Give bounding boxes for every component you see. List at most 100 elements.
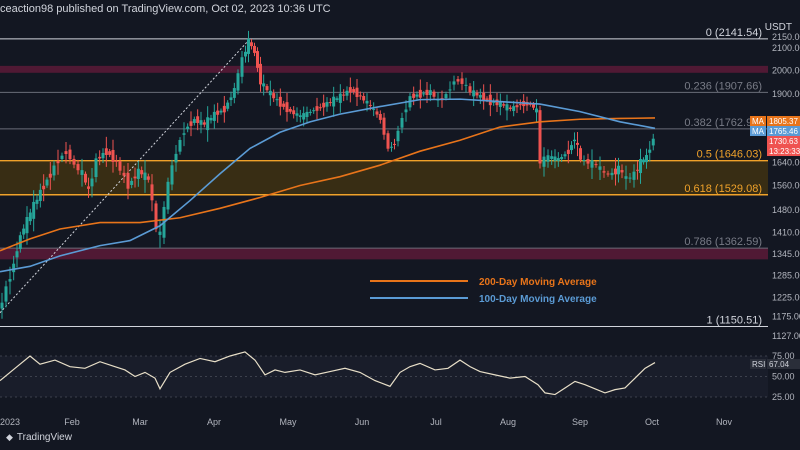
candle-body	[372, 108, 376, 110]
candle-body	[390, 146, 393, 148]
candle-body	[332, 96, 336, 107]
rsi-tag-bg	[750, 359, 766, 369]
legend-label: 200-Day Moving Average	[479, 277, 597, 288]
candle-body	[639, 159, 642, 174]
candle-body	[338, 93, 342, 103]
fib-label-0: 0 (2141.54)	[706, 27, 762, 39]
candle-body	[48, 173, 52, 178]
candle-body	[404, 109, 408, 113]
y-tick-label: 1175.00	[772, 312, 800, 322]
zone-resistance	[0, 65, 768, 73]
candle-body	[262, 83, 266, 87]
trend-line	[0, 38, 251, 314]
candle-body	[538, 110, 542, 164]
candle-body	[111, 149, 115, 162]
candle-body	[308, 111, 312, 113]
candle-body	[140, 170, 144, 175]
candle-body	[528, 103, 532, 105]
candle-body	[136, 168, 140, 179]
x-tick-label: May	[279, 417, 297, 427]
x-tick-label: Jul	[430, 417, 442, 427]
candle-body	[150, 184, 154, 201]
candle-body	[312, 110, 316, 112]
candle-body	[250, 42, 253, 47]
candle-body	[563, 154, 567, 157]
candle-body	[302, 113, 306, 120]
candle-body	[256, 51, 259, 68]
rsi-y-tick: 75.00	[772, 351, 795, 361]
candle-body	[362, 95, 366, 101]
candle-body	[101, 152, 105, 159]
candle-body	[452, 81, 456, 85]
candle-body	[305, 111, 309, 118]
tradingview-logo-icon: ◆	[6, 432, 13, 442]
fib-label-0.236: 0.236 (1907.66)	[684, 80, 762, 92]
candle-body	[642, 159, 645, 163]
price-badge: 1765.46	[769, 127, 798, 136]
candle-body	[617, 165, 620, 175]
candle-body	[342, 94, 346, 96]
candle-body	[508, 107, 512, 109]
candle-body	[0, 302, 4, 309]
candle-body	[498, 101, 502, 107]
zone-support	[0, 160, 768, 195]
candle-body	[358, 95, 362, 97]
candle-body	[345, 90, 349, 96]
candle-body	[229, 97, 233, 101]
candle-body	[415, 94, 419, 97]
candle-body	[298, 115, 302, 118]
candle-body	[292, 110, 296, 115]
candle-body	[651, 138, 655, 146]
candle-body	[206, 117, 210, 131]
candle-body	[505, 104, 509, 111]
candle-body	[368, 104, 372, 106]
y-tick-label: 1127.00	[772, 331, 800, 341]
candle-body	[22, 228, 26, 235]
candle-body	[400, 117, 404, 128]
y-tick-label: 1560.00	[772, 180, 800, 190]
price-badge: 1730.63	[769, 137, 798, 146]
candle-body	[56, 161, 60, 164]
candle-body	[118, 161, 122, 171]
candle-body	[556, 158, 560, 161]
y-tick-label: 1900.00	[772, 89, 800, 99]
candle-body	[253, 45, 256, 53]
candle-body	[566, 149, 570, 154]
candle-body	[240, 57, 244, 77]
candle-body	[482, 92, 486, 101]
candle-body	[355, 87, 359, 97]
candle-body	[594, 164, 598, 166]
candle-body	[378, 114, 382, 120]
candle-body	[418, 89, 422, 98]
candle-body	[278, 96, 282, 107]
y-tick-label: 1410.00	[772, 227, 800, 237]
candle-body	[275, 99, 279, 101]
candle-body	[202, 122, 206, 125]
candle-body	[628, 177, 632, 179]
candle-body	[60, 155, 64, 160]
candle-body	[236, 73, 240, 91]
fib-label-0.382: 0.382 (1762.97)	[684, 117, 762, 129]
candle-body	[199, 120, 203, 125]
candle-body	[32, 201, 36, 219]
candle-body	[90, 178, 94, 187]
x-tick-label: Sep	[572, 417, 588, 427]
candle-body	[143, 172, 147, 180]
rsi-tag: RSI	[752, 360, 765, 369]
candle-body	[632, 171, 636, 180]
candle-body	[532, 104, 535, 108]
candle-body	[64, 151, 68, 154]
candle-body	[170, 165, 174, 185]
candle-body	[108, 151, 112, 155]
x-tick-label: Feb	[64, 417, 80, 427]
legend-label: 100-Day Moving Average	[479, 294, 597, 305]
candle-body	[488, 94, 492, 106]
candle-body	[425, 89, 429, 96]
candle-body	[285, 102, 289, 113]
candle-body	[422, 93, 426, 95]
price-badge-bg	[767, 136, 800, 146]
candle-body	[475, 92, 479, 96]
price-badge: 1805.37	[769, 117, 798, 126]
candle-body	[38, 189, 42, 201]
